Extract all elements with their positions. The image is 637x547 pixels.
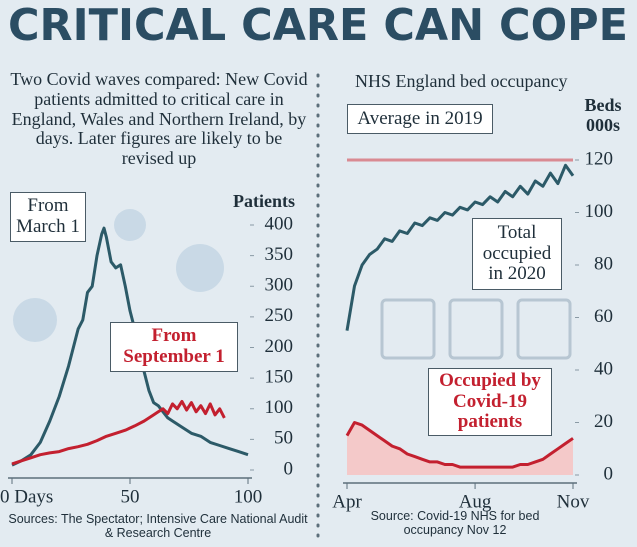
x-tick-label: 100 [234,486,263,507]
y-tick-label: 120 [585,148,614,169]
y-tick-label: 250 [265,305,294,326]
line [11,399,226,466]
y-tick-label: 80 [594,253,613,274]
line [345,163,575,331]
virus-icons [13,209,224,342]
y-tick-label: 300 [265,275,294,296]
callout: Total occupied in 2020 [472,218,562,290]
bed-icons [380,298,572,360]
left-subtitle: Two Covid waves compared: New Covid pati… [10,69,308,169]
y-tick-label: 20 [594,411,613,432]
y-tick-label: 0 [604,463,614,484]
y-tick-label: 150 [265,366,294,387]
y-tick-label: 0 [284,458,294,479]
y-tick-label: 200 [265,336,294,357]
x-tick-label: Aug [459,491,492,512]
y-tick-label: 100 [265,397,294,418]
y-tick-label: 60 [594,306,613,327]
x-tick-label: Apr [332,491,362,512]
source: Source: Covid-19 NHS for bed occupancy N… [370,509,540,537]
x-tick-label: Nov [557,491,590,512]
callout: Average in 2019 [347,104,493,134]
line [345,421,574,469]
x-tick-label: 0 Days [0,486,53,507]
page-title: CRITICAL CARE CAN COPE [8,0,628,51]
area [347,422,573,475]
y-tick-label: 350 [265,244,294,265]
x-tick-label: 50 [121,486,140,507]
y-axis-label: Patients [233,191,295,211]
right-title: NHS England bed occupancy [355,71,568,91]
y-tick-label: 40 [594,358,613,379]
callout: From September 1 [110,322,238,372]
callout: Occupied by Covid-19 patients [428,368,552,436]
y-tick-label: 50 [274,428,293,449]
y-tick-label: 400 [265,213,294,234]
y-axis-label: Beds 000s [584,95,622,135]
source: Sources: The Spectator; Intensive Care N… [8,512,308,540]
y-tick-label: 100 [585,201,614,222]
line [11,226,249,467]
callout: From March 1 [10,192,86,242]
